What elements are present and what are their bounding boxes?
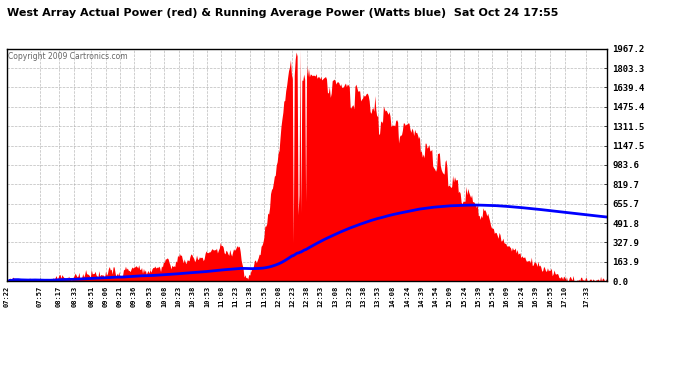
Text: West Array Actual Power (red) & Running Average Power (Watts blue)  Sat Oct 24 1: West Array Actual Power (red) & Running …	[7, 8, 558, 18]
Text: Copyright 2009 Cartronics.com: Copyright 2009 Cartronics.com	[8, 52, 128, 61]
